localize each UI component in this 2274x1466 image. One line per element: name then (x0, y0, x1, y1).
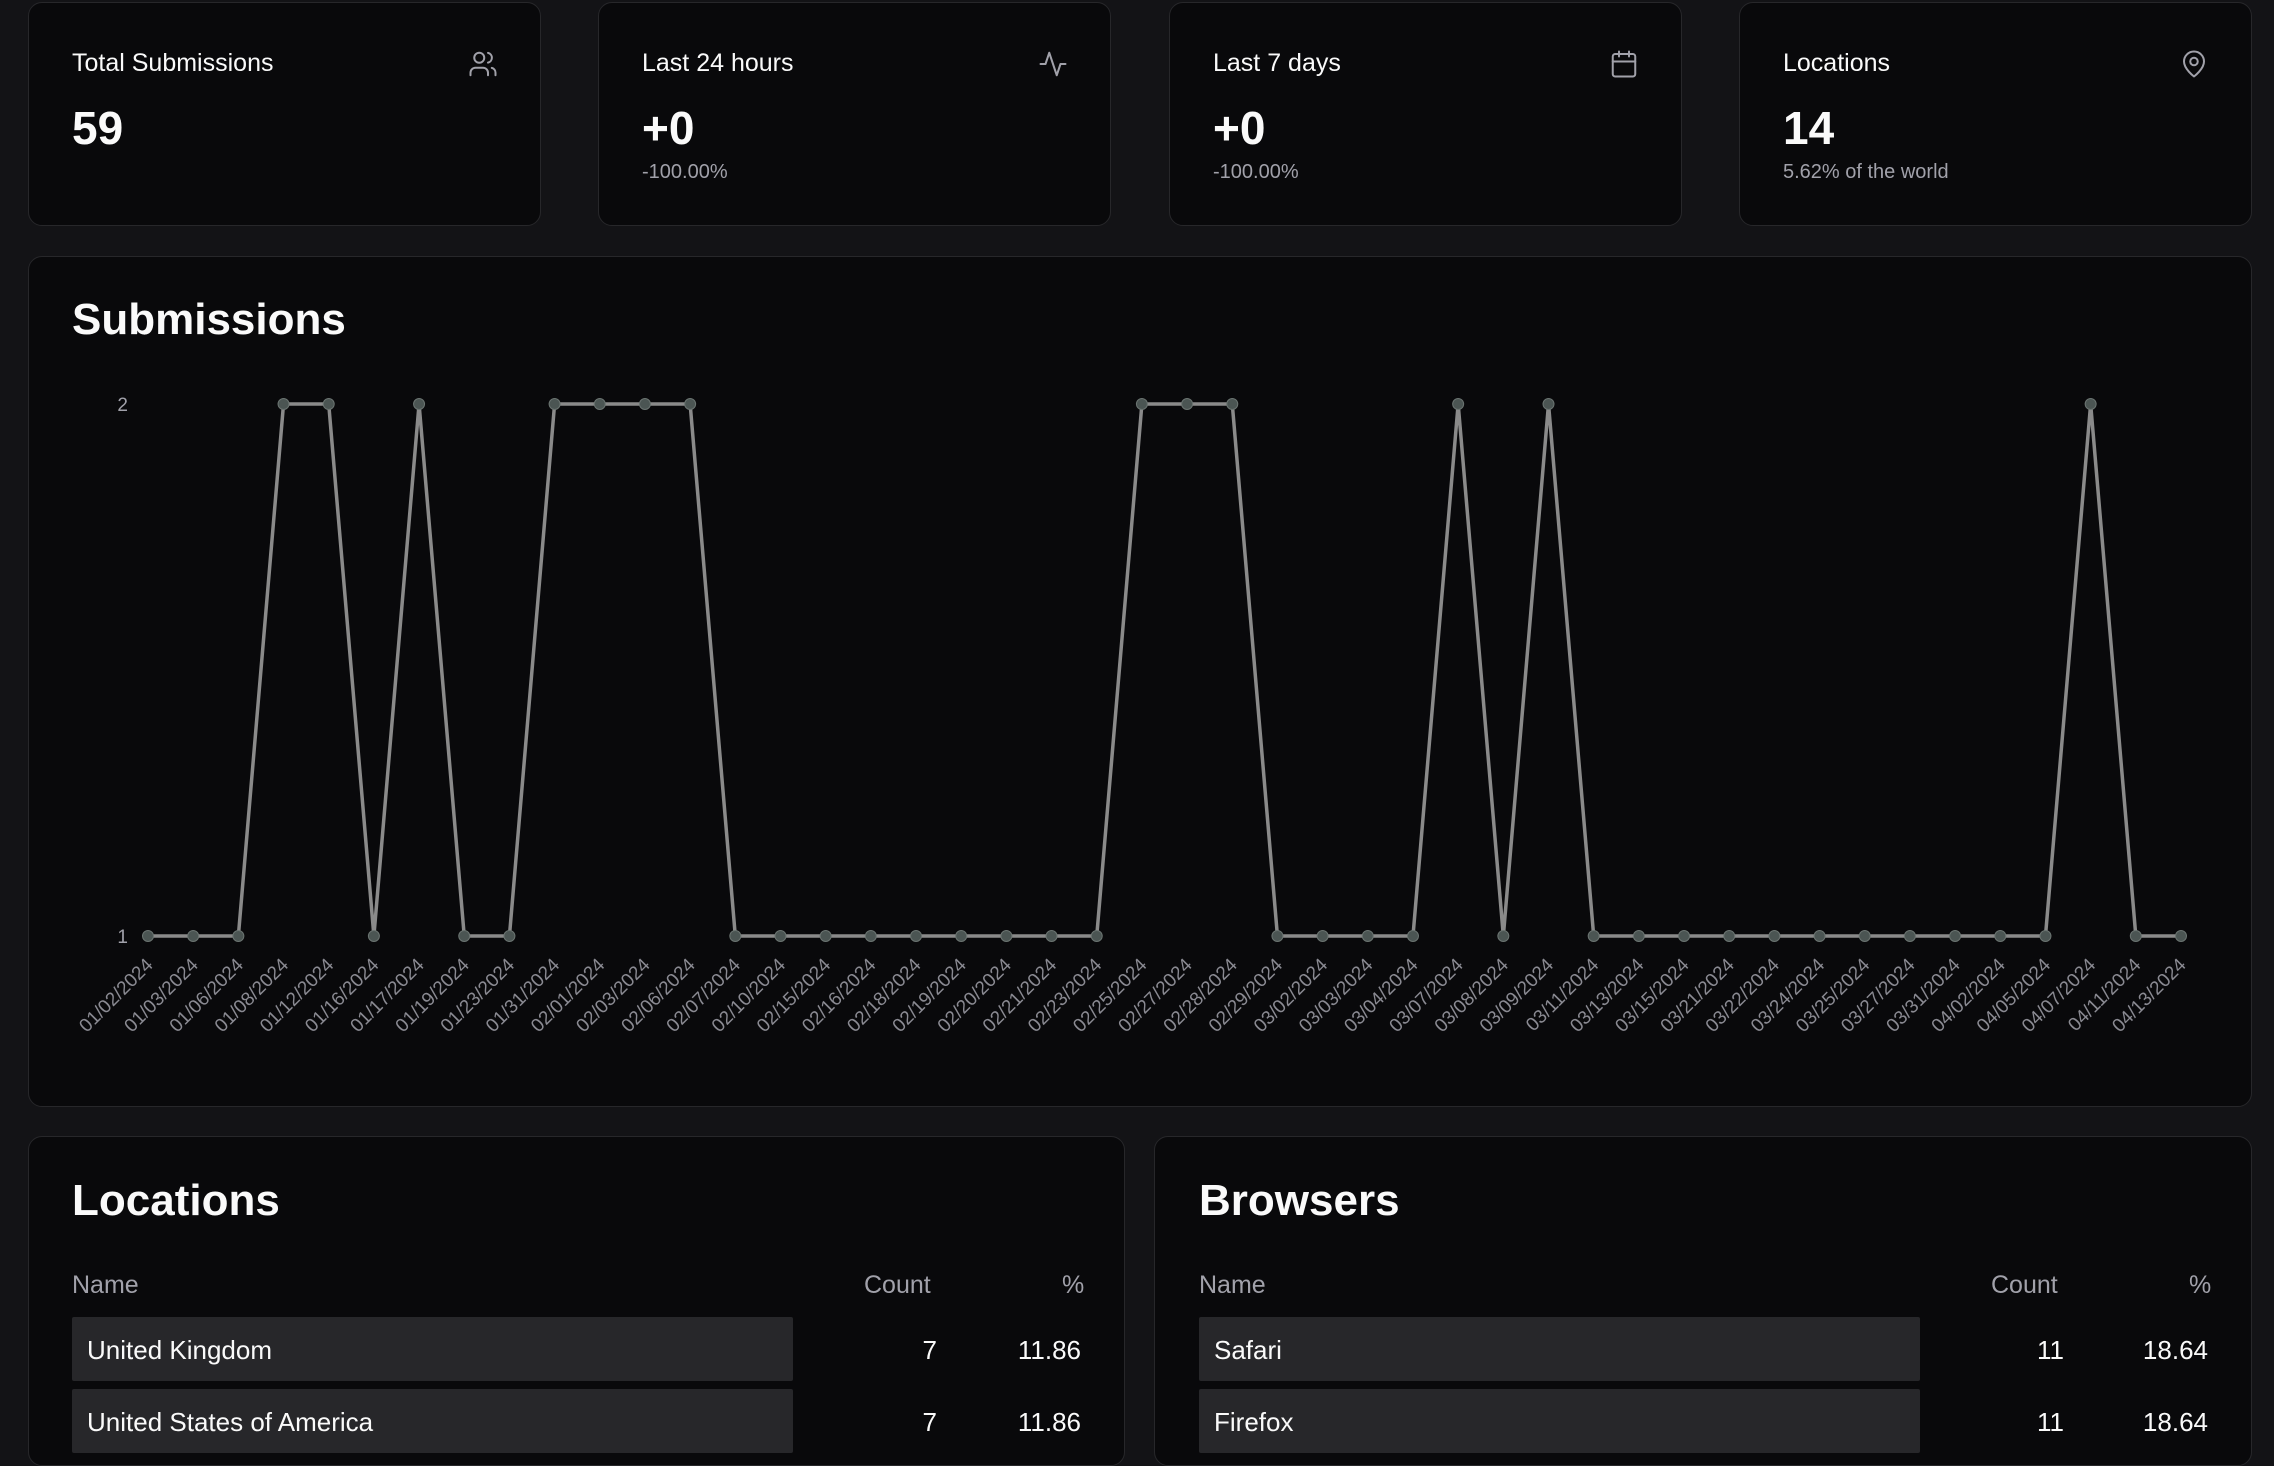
data-point[interactable] (638, 398, 651, 410)
data-point[interactable] (1994, 930, 2007, 942)
stat-value: 14 (1783, 102, 1835, 154)
location-pct: 11.86 (1017, 1335, 1081, 1365)
data-point[interactable] (729, 930, 742, 942)
stat-title: Last 24 hours (642, 49, 794, 77)
data-point[interactable] (1813, 930, 1826, 942)
data-point[interactable] (322, 398, 335, 410)
data-point[interactable] (277, 398, 290, 410)
data-point[interactable] (955, 930, 968, 942)
stat-value: 59 (72, 102, 124, 154)
data-point[interactable] (1678, 930, 1691, 942)
data-point[interactable] (1271, 930, 1284, 942)
data-point[interactable] (910, 930, 923, 942)
location-name: United Kingdom (87, 1335, 272, 1365)
stat-title: Total Submissions (72, 49, 274, 77)
browser-pct: 18.64 (2142, 1335, 2208, 1365)
data-point[interactable] (1135, 398, 1148, 410)
data-point[interactable] (1497, 930, 1510, 942)
locations-header-name[interactable]: Name (72, 1271, 139, 1299)
data-point[interactable] (864, 930, 877, 942)
data-point[interactable] (458, 930, 471, 942)
data-point[interactable] (1316, 930, 1329, 942)
browsers-header-count[interactable]: Count (1991, 1271, 2058, 1299)
data-point[interactable] (2175, 930, 2187, 942)
data-point[interactable] (684, 398, 697, 410)
data-point[interactable] (413, 398, 426, 410)
data-point[interactable] (1452, 398, 1465, 410)
stat-card-total-submissions: Total Submissions 59 (28, 2, 541, 226)
browser-name: Safari (1214, 1335, 1282, 1365)
data-point[interactable] (1406, 930, 1419, 942)
locations-header-pct[interactable]: % (1062, 1271, 1085, 1299)
stat-title: Locations (1783, 49, 1891, 77)
stat-title: Last 7 days (1213, 49, 1341, 77)
data-point[interactable] (1361, 930, 1374, 942)
stat-value: +0 (1213, 102, 1266, 154)
data-point[interactable] (187, 930, 200, 942)
users-icon (469, 51, 497, 77)
locations-title: Locations (72, 1176, 280, 1225)
data-point[interactable] (1587, 930, 1600, 942)
calendar-icon (1611, 50, 1637, 78)
submissions-chart-card (28, 256, 2252, 1107)
stat-sub: -100.00% (1213, 161, 1299, 183)
submissions-line-chart: 1201/02/202401/03/202401/06/202401/08/20… (75, 395, 2190, 1037)
data-point[interactable] (1632, 930, 1645, 942)
stat-sub: -100.00% (642, 161, 728, 183)
data-point[interactable] (232, 930, 245, 942)
stat-value: +0 (642, 102, 695, 154)
data-point[interactable] (1000, 930, 1013, 942)
location-count: 7 (922, 1335, 937, 1365)
data-point[interactable] (2039, 930, 2052, 942)
browsers-header-name[interactable]: Name (1199, 1271, 1266, 1299)
data-point[interactable] (2084, 398, 2097, 410)
stat-card-locations: Locations 14 5.62% of the world (1739, 2, 2252, 226)
submissions-line (148, 402, 2181, 938)
data-point[interactable] (1723, 930, 1736, 942)
data-point[interactable] (1949, 930, 1962, 942)
browser-share-bar (1199, 1389, 1920, 1453)
location-name: United States of America (87, 1407, 374, 1437)
data-point[interactable] (1542, 398, 1555, 410)
y-tick-label: 1 (117, 927, 128, 948)
browsers-title: Browsers (1199, 1176, 1400, 1225)
data-point[interactable] (2129, 930, 2142, 942)
location-count: 7 (922, 1407, 937, 1437)
data-point[interactable] (1858, 930, 1871, 942)
data-point[interactable] (142, 930, 154, 942)
data-point[interactable] (1226, 398, 1239, 410)
browser-name: Firefox (1214, 1407, 1294, 1437)
data-point[interactable] (1045, 930, 1058, 942)
locations-header-count[interactable]: Count (864, 1271, 931, 1299)
stat-sub: 5.62% of the world (1783, 161, 1949, 183)
data-point[interactable] (819, 930, 832, 942)
data-point[interactable] (1090, 930, 1103, 942)
data-point[interactable] (1181, 398, 1194, 410)
browser-share-bar (1199, 1317, 1920, 1381)
chart-title: Submissions (72, 295, 346, 344)
browser-count: 11 (2037, 1407, 2064, 1437)
stat-card-last-24-hours: Last 24 hours +0 -100.00% (598, 2, 1111, 226)
data-point[interactable] (1768, 930, 1781, 942)
data-point[interactable] (774, 930, 787, 942)
data-point[interactable] (367, 930, 380, 942)
browser-pct: 18.64 (2142, 1407, 2208, 1437)
data-point[interactable] (1903, 930, 1916, 942)
data-point[interactable] (548, 398, 561, 410)
data-point[interactable] (593, 398, 606, 410)
map-pin-icon (2183, 50, 2205, 78)
browsers-header-pct[interactable]: % (2189, 1271, 2212, 1299)
activity-icon (1039, 51, 1067, 77)
location-pct: 11.86 (1017, 1407, 1081, 1437)
y-tick-label: 2 (117, 395, 128, 416)
data-point[interactable] (503, 930, 516, 942)
browser-count: 11 (2037, 1335, 2064, 1365)
stat-card-last-7-days: Last 7 days +0 -100.00% (1169, 2, 1682, 226)
location-share-bar (72, 1317, 793, 1381)
